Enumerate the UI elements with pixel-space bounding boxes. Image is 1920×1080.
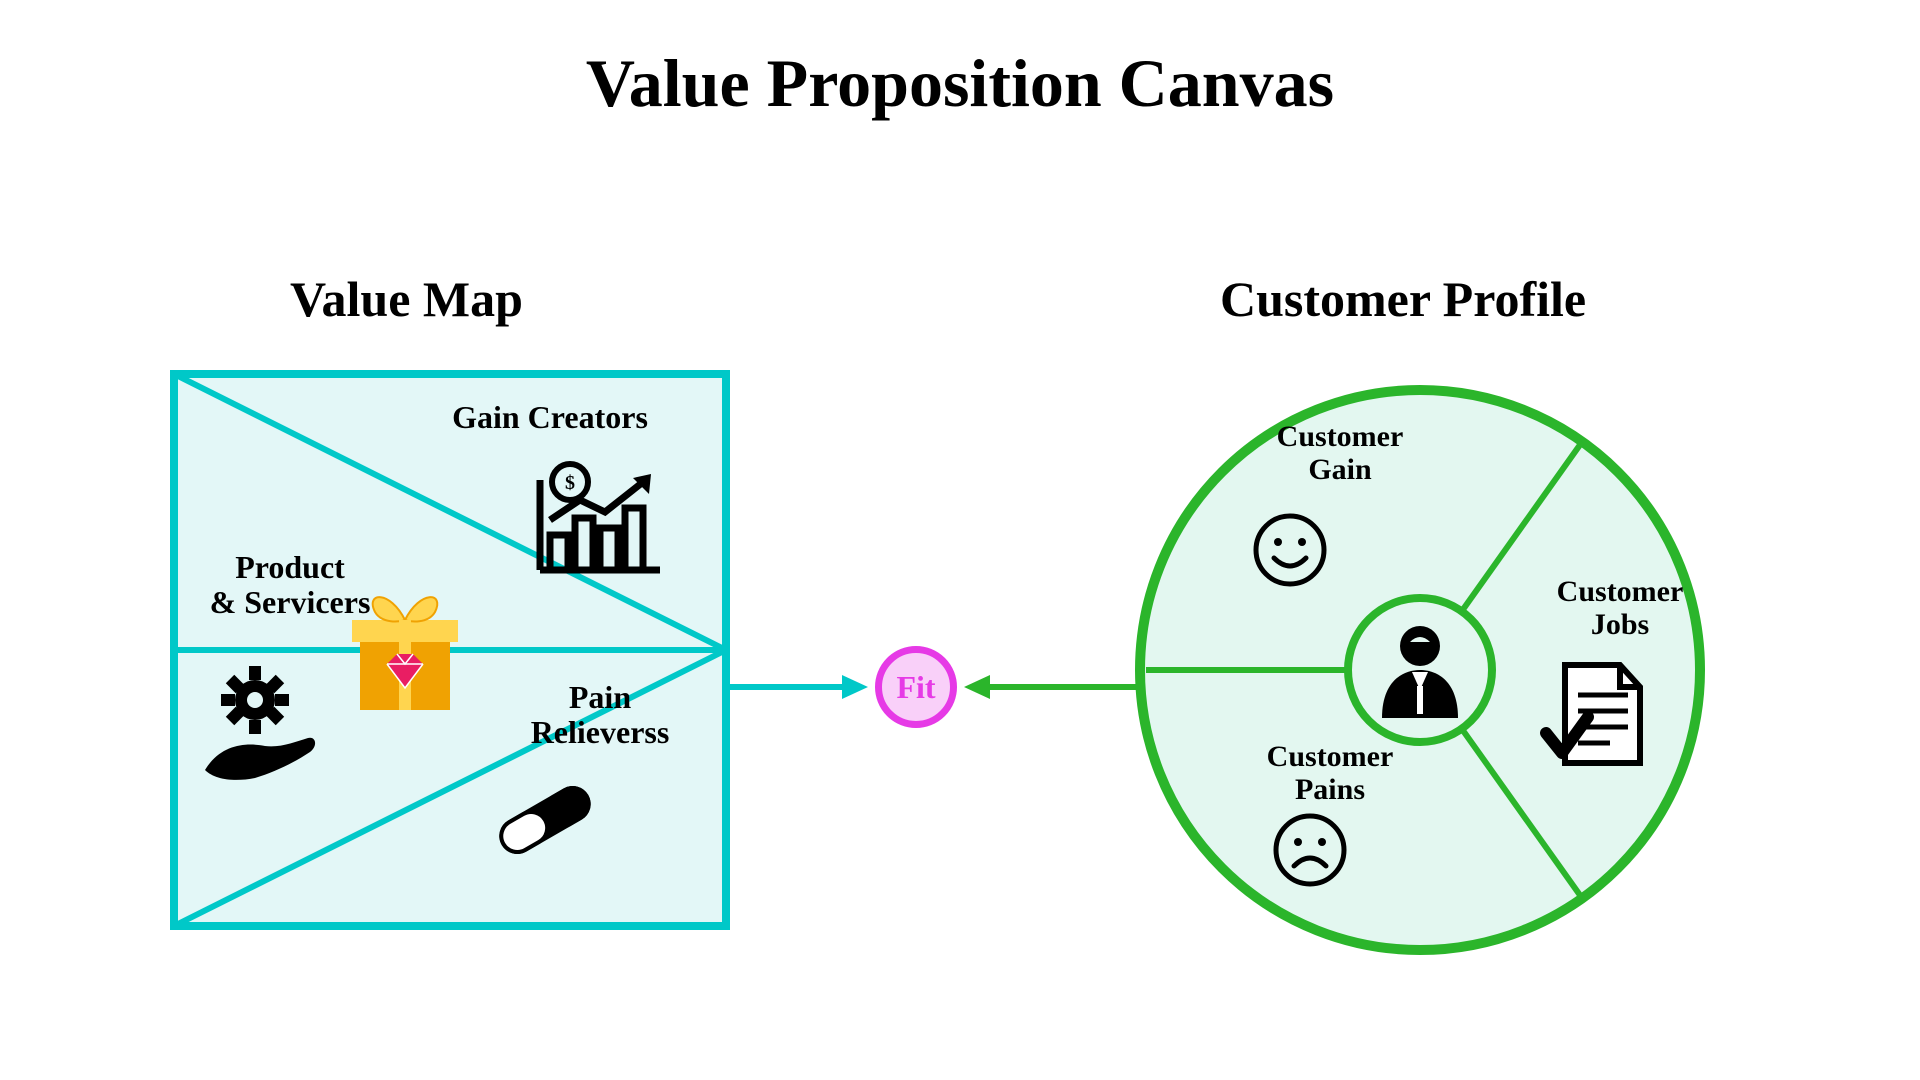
arrow-left-to-fit bbox=[730, 667, 870, 707]
value-map-square: Gain Creators Product& Servicers PainRel… bbox=[170, 370, 730, 930]
pain-relievers-label: PainRelieverss bbox=[490, 680, 710, 750]
customer-pains-label: CustomerPains bbox=[1220, 740, 1440, 806]
gift-diamond-icon bbox=[340, 580, 470, 720]
clipboard-check-icon bbox=[1540, 655, 1650, 775]
smile-icon bbox=[1250, 510, 1330, 590]
person-icon bbox=[1372, 618, 1468, 722]
fit-label: Fit bbox=[896, 669, 935, 706]
page-title: Value Proposition Canvas bbox=[0, 44, 1920, 123]
svg-text:$: $ bbox=[565, 472, 575, 494]
diagram-stage: Value Proposition Canvas Value Map Custo… bbox=[0, 0, 1920, 1080]
pill-icon bbox=[480, 770, 610, 870]
customer-profile-subtitle: Customer Profile bbox=[1220, 270, 1586, 328]
gear-hand-icon bbox=[200, 660, 320, 790]
gain-creators-label: Gain Creators bbox=[420, 400, 680, 435]
frown-icon bbox=[1270, 810, 1350, 890]
growth-chart-icon: $ bbox=[525, 460, 665, 580]
value-map-subtitle: Value Map bbox=[290, 270, 523, 328]
customer-gain-label: CustomerGain bbox=[1230, 420, 1450, 486]
fit-badge: Fit bbox=[875, 646, 957, 728]
customer-jobs-label: CustomerJobs bbox=[1520, 575, 1720, 641]
customer-profile-circle: CustomerGain CustomerPains CustomerJobs bbox=[1120, 370, 1720, 970]
